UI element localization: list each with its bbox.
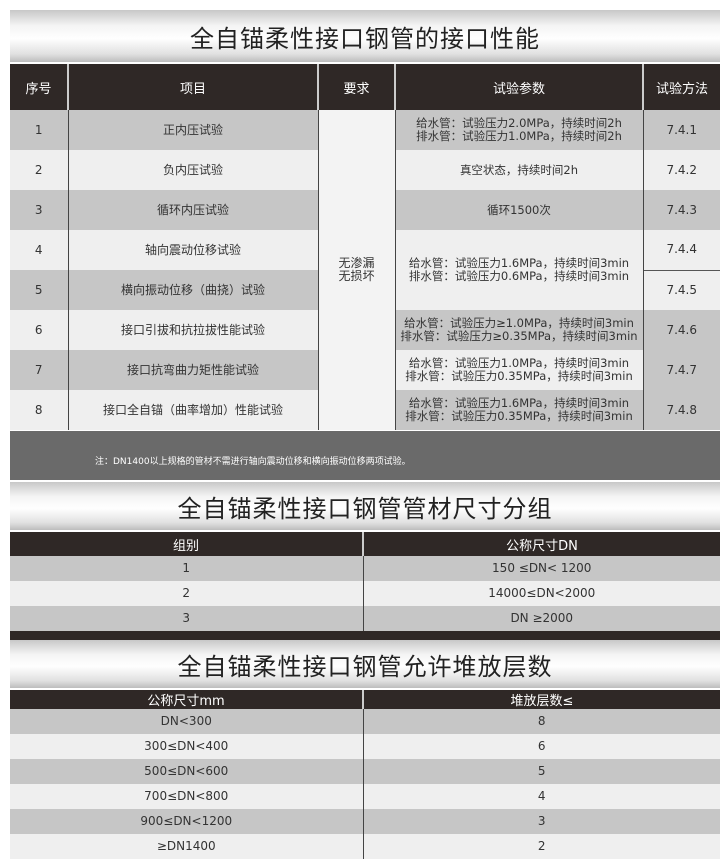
size-cell: ≥DN1400: [10, 834, 364, 859]
layers-cell: 3: [537, 814, 546, 828]
row-params: 给水管：试验压力1.6MPa，持续时间3min 排水管：试验压力0.35MPa，…: [395, 390, 644, 430]
stacking-layers-table: 公称尺寸mm 堆放层数≤ DN<300 8 300≤DN<400 6 500≤D…: [10, 690, 720, 859]
table-row: 700≤DN<800 4: [10, 784, 720, 809]
footnote: 注：DN1400以上规格的管材不需进行轴向震动位移和横向振动位移两项试验。: [10, 431, 720, 480]
header-params: 试验参数: [395, 64, 644, 110]
row-no: 3: [10, 190, 69, 230]
table-row: 1 150 ≤DN< 1200: [10, 556, 720, 581]
table-row: DN<300 8: [10, 709, 720, 734]
row-no: 1: [10, 110, 69, 150]
table-row: 7 接口抗弯曲力矩性能试验 给水管：试验压力1.0MPa，持续时间3min 排水…: [10, 350, 720, 390]
table-row: 3 DN ≥2000: [10, 606, 720, 631]
header-item: 项目: [68, 64, 319, 110]
row-params: 给水管：试验压力1.6MPa，持续时间3min 排水管：试验压力0.6MPa，持…: [395, 230, 644, 310]
row-item: 正内压试验: [68, 110, 319, 150]
row-no: 7: [10, 350, 69, 390]
row-item: 接口引拔和抗拉拔性能试验: [68, 310, 319, 350]
row-no: 6: [10, 310, 69, 350]
header-size: 公称尺寸mm: [10, 690, 364, 709]
group-cell: 2: [10, 581, 364, 606]
row-params: 循环1500次: [395, 190, 644, 230]
row-method: 7.4.3: [666, 202, 698, 217]
group-cell: 3: [10, 606, 364, 631]
row-params: 给水管：试验压力≥1.0MPa，持续时间3min 排水管：试验压力≥0.35MP…: [395, 310, 644, 350]
group-cell: 1: [10, 556, 364, 581]
row-item: 轴向震动位移试验: [68, 230, 319, 270]
row-no: 5: [10, 270, 69, 310]
joint-performance-table: 序号 项目 要求 试验参数 试验方法 1 正内压试验 无渗漏 无损坏 给水管：试…: [10, 64, 720, 430]
table-header-row: 序号 项目 要求 试验参数 试验方法: [10, 64, 720, 110]
table-row: 300≤DN<400 6: [10, 734, 720, 759]
row-method: 7.4.6: [643, 310, 720, 350]
size-cell: 300≤DN<400: [10, 734, 364, 759]
table-header-row: 公称尺寸mm 堆放层数≤: [10, 690, 720, 709]
row-item: 接口全自锚（曲率增加）性能试验: [68, 390, 319, 430]
header-group: 组别: [10, 532, 364, 556]
section1-title: 全自锚柔性接口钢管的接口性能: [10, 10, 720, 62]
section2-title: 全自锚柔性接口钢管管材尺寸分组: [10, 482, 720, 530]
table-row: 2 14000≤DN<2000: [10, 581, 720, 606]
row-method: 7.4.5: [643, 269, 720, 310]
header-layers: 堆放层数≤: [363, 690, 720, 709]
header-method: 试验方法: [643, 64, 720, 110]
size-cell: 900≤DN<1200: [10, 809, 364, 834]
row-method: 7.4.1: [666, 122, 698, 137]
layers-cell: 8: [537, 714, 546, 728]
dn-cell: 150 ≤DN< 1200: [492, 561, 592, 575]
requirement-cell: 无渗漏 无损坏: [318, 110, 396, 430]
row-no: 8: [10, 390, 69, 430]
dn-cell: 14000≤DN<2000: [488, 586, 596, 600]
dn-cell: DN ≥2000: [510, 611, 574, 625]
layers-cell: 2: [537, 839, 546, 853]
row-params: 给水管：试验压力2.0MPa，持续时间2h 排水管：试验压力1.0MPa，持续时…: [395, 110, 644, 150]
size-cell: DN<300: [10, 709, 364, 734]
table-header-row: 组别 公称尺寸DN: [10, 532, 720, 556]
table-row: 900≤DN<1200 3: [10, 809, 720, 834]
row-item: 负内压试验: [68, 150, 319, 190]
row-no: 2: [10, 150, 69, 190]
row-params: 给水管：试验压力1.0MPa，持续时间3min 排水管：试验压力0.35MPa，…: [395, 350, 644, 390]
size-cell: 700≤DN<800: [10, 784, 364, 809]
row-method: 7.4.2: [666, 162, 698, 177]
row-item: 接口抗弯曲力矩性能试验: [68, 350, 319, 390]
header-dn: 公称尺寸DN: [363, 532, 720, 556]
layers-cell: 6: [537, 739, 546, 753]
divider-bar: [10, 631, 720, 640]
header-no: 序号: [10, 64, 69, 110]
table-row: 500≤DN<600 5: [10, 759, 720, 784]
row-item: 横向振动位移（曲挠）试验: [68, 270, 319, 310]
layers-cell: 4: [537, 789, 546, 803]
row-method: 7.4.8: [643, 390, 720, 430]
table-row: 1 正内压试验 无渗漏 无损坏 给水管：试验压力2.0MPa，持续时间2h 排水…: [10, 110, 720, 430]
row-params: 真空状态，持续时间2h: [395, 150, 644, 190]
size-cell: 500≤DN<600: [10, 759, 364, 784]
layers-cell: 5: [537, 764, 546, 778]
section3-title: 全自锚柔性接口钢管允许堆放层数: [10, 640, 720, 688]
header-requirement: 要求: [318, 64, 396, 110]
size-group-table: 组别 公称尺寸DN 1 150 ≤DN< 1200 2 14000≤DN<200…: [10, 532, 720, 631]
table-row: ≥DN1400 2: [10, 834, 720, 859]
row-method: 7.4.7: [643, 350, 720, 390]
row-no: 4: [10, 230, 69, 270]
row-item: 循环内压试验: [68, 190, 319, 230]
row-method: 7.4.4: [666, 242, 698, 257]
